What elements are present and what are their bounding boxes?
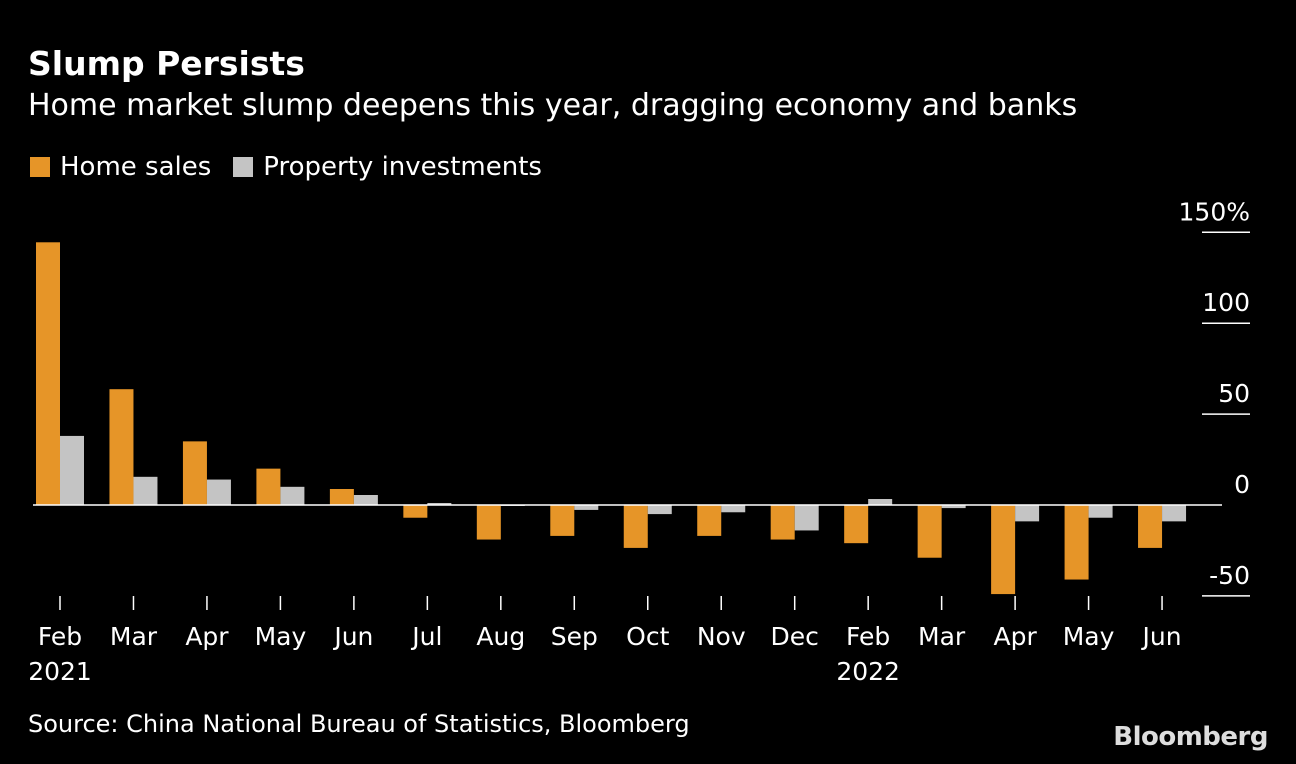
- x-tick-label: Jun: [332, 622, 373, 651]
- bar-home-sales: [697, 505, 722, 536]
- bar-property-investments: [353, 495, 378, 505]
- chart-title: Slump Persists: [28, 44, 305, 83]
- bar-home-sales: [623, 505, 648, 548]
- x-tick-label: Jun: [1141, 622, 1182, 651]
- x-tick-label: Oct: [626, 622, 669, 651]
- legend-swatch-home-sales: [30, 157, 50, 177]
- bloomberg-logo: Bloomberg: [1113, 722, 1268, 752]
- x-year-label: 2021: [28, 657, 92, 686]
- source-note: Source: China National Bureau of Statist…: [28, 710, 690, 738]
- bar-home-sales: [1138, 505, 1163, 548]
- bar-property-investments: [427, 503, 452, 505]
- x-tick-label: Sep: [551, 622, 598, 651]
- x-year-label: 2022: [836, 657, 900, 686]
- x-tick-label: May: [255, 622, 307, 651]
- x-tick-label: May: [1063, 622, 1115, 651]
- x-tick-label: Apr: [185, 622, 229, 651]
- bar-home-sales: [1064, 505, 1089, 580]
- bar-property-investments: [721, 505, 746, 513]
- x-tick-label: Feb: [38, 622, 82, 651]
- bar-property-investments: [647, 505, 672, 515]
- bar-property-investments: [794, 505, 819, 531]
- bar-property-investments: [133, 476, 158, 505]
- bar-property-investments: [280, 486, 305, 505]
- bar-property-investments: [1015, 505, 1040, 522]
- x-tick-label: Apr: [993, 622, 1037, 651]
- bar-property-investments: [60, 435, 84, 505]
- bar-home-sales: [182, 441, 207, 505]
- x-tick-label: Dec: [771, 622, 819, 651]
- bar-property-investments: [1162, 505, 1187, 522]
- x-tick-label: Jul: [410, 622, 442, 651]
- bar-home-sales: [403, 505, 428, 518]
- bar-home-sales: [991, 505, 1016, 595]
- bar-property-investments: [574, 505, 599, 510]
- bar-home-sales: [36, 242, 60, 505]
- legend: Home sales Property investments: [30, 152, 564, 182]
- y-tick-label: 0: [1234, 470, 1250, 499]
- y-tick-label: 50: [1218, 379, 1250, 408]
- chart-subtitle: Home market slump deepens this year, dra…: [28, 88, 1078, 123]
- bar-property-investments: [941, 505, 966, 509]
- bar-home-sales: [770, 505, 795, 540]
- bar-home-sales: [329, 489, 354, 505]
- bar-home-sales: [476, 505, 501, 540]
- bar-home-sales: [917, 505, 942, 558]
- y-tick-label: 100: [1202, 288, 1250, 317]
- y-tick-label: -50: [1209, 561, 1250, 590]
- x-tick-label: Nov: [697, 622, 746, 651]
- legend-label-property-investments: Property investments: [263, 152, 542, 182]
- bar-property-investments: [1088, 505, 1113, 518]
- bar-home-sales: [844, 505, 869, 544]
- bar-home-sales: [256, 468, 281, 505]
- bar-property-investments: [868, 499, 893, 505]
- x-tick-label: Mar: [110, 622, 158, 651]
- x-tick-label: Mar: [918, 622, 966, 651]
- bar-home-sales: [109, 389, 134, 505]
- x-tick-label: Feb: [846, 622, 890, 651]
- legend-swatch-property-investments: [233, 157, 254, 177]
- x-tick-label: Aug: [476, 622, 525, 651]
- legend-label-home-sales: Home sales: [60, 152, 212, 182]
- bar-home-sales: [550, 505, 575, 536]
- bar-property-investments: [206, 479, 231, 505]
- y-tick-label: 150%: [1179, 197, 1250, 226]
